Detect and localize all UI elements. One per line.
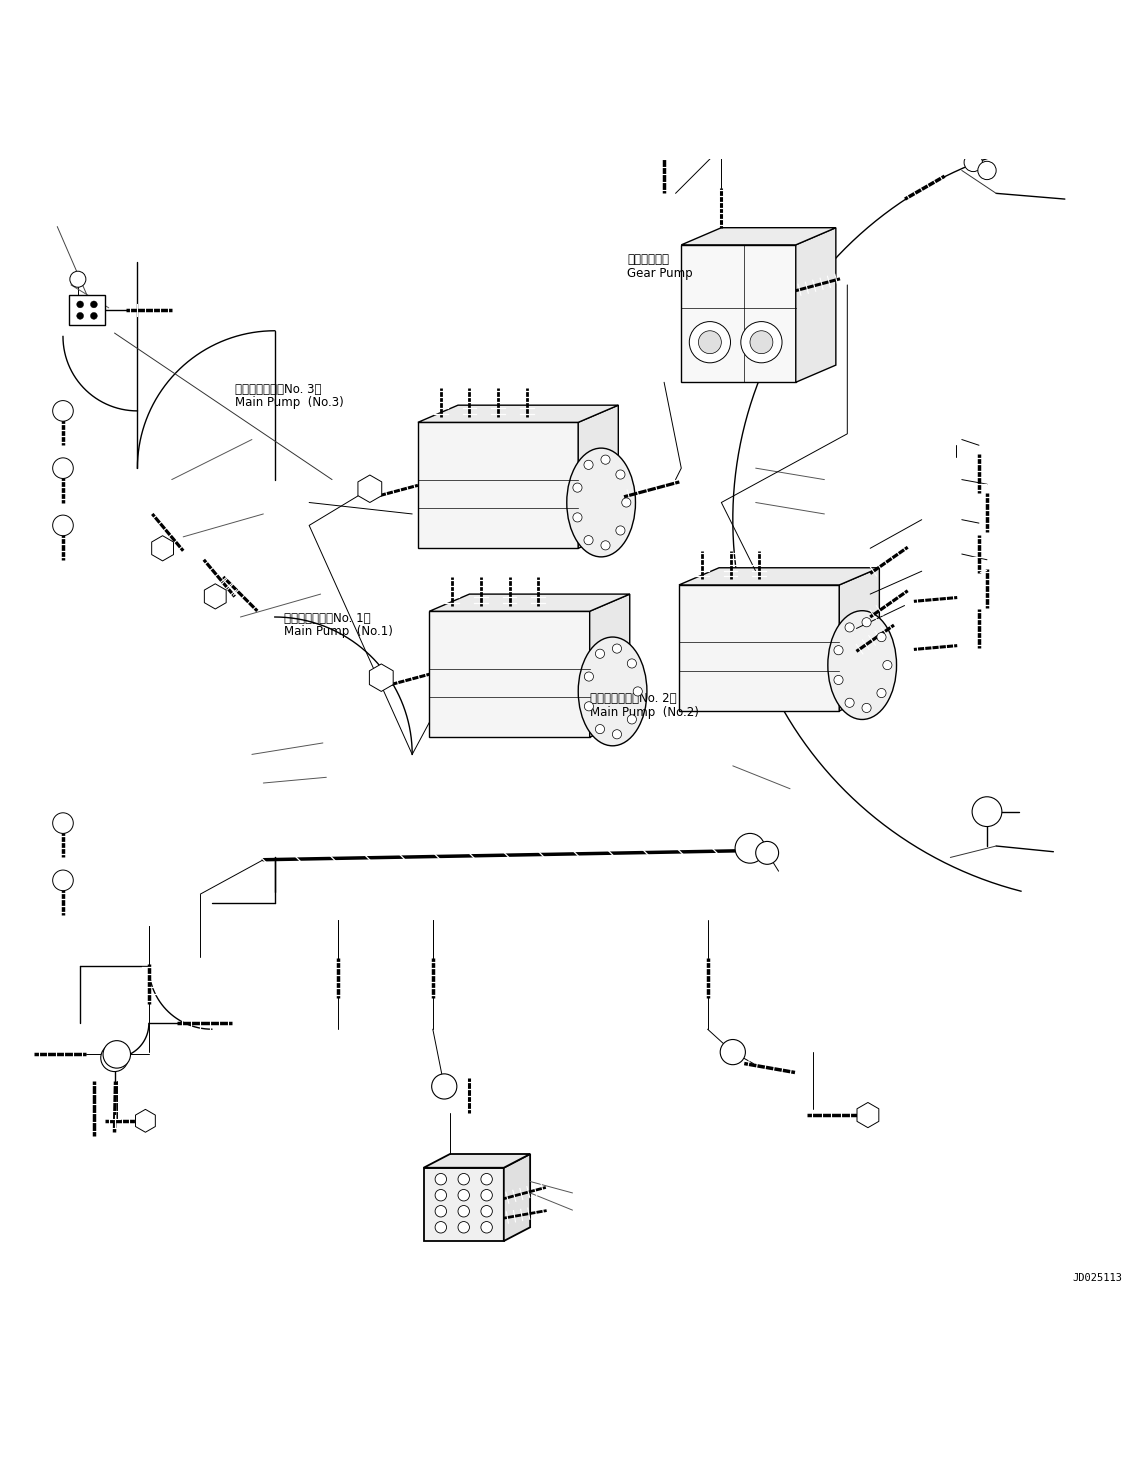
Text: ギヤーポンプ: ギヤーポンプ [627,253,670,266]
Circle shape [627,658,637,669]
Circle shape [862,704,871,712]
Polygon shape [424,1154,530,1167]
Polygon shape [679,585,839,711]
Circle shape [972,797,1002,827]
Bar [69,296,105,325]
Circle shape [595,650,605,658]
Polygon shape [681,228,836,244]
Circle shape [834,676,843,685]
Circle shape [90,313,97,319]
Circle shape [481,1222,492,1233]
Circle shape [77,301,84,307]
Circle shape [53,401,73,421]
Circle shape [862,617,871,626]
Circle shape [435,1222,447,1233]
Circle shape [741,322,782,363]
Circle shape [458,1222,469,1233]
Polygon shape [796,228,836,382]
Polygon shape [418,423,578,549]
Polygon shape [681,244,796,382]
Circle shape [572,514,582,522]
Polygon shape [664,133,687,158]
Circle shape [689,322,731,363]
Polygon shape [578,405,618,549]
Circle shape [877,689,886,698]
Text: メインポンプ（No. 1）: メインポンプ（No. 1） [284,612,371,625]
Circle shape [720,1040,745,1065]
Circle shape [458,1206,469,1217]
Circle shape [616,470,625,478]
Polygon shape [418,405,618,423]
Text: メインポンプ（No. 3）: メインポンプ（No. 3） [235,383,322,396]
Circle shape [978,161,996,180]
Circle shape [627,715,637,724]
Polygon shape [358,475,381,502]
Circle shape [435,1189,447,1201]
Circle shape [622,497,631,508]
Circle shape [877,632,886,642]
Circle shape [845,698,854,707]
Text: Main Pump  (No.2): Main Pump (No.2) [590,705,698,718]
Circle shape [834,645,843,655]
Circle shape [735,834,765,863]
Text: Main Pump  (No.1): Main Pump (No.1) [284,625,393,638]
Circle shape [77,313,84,319]
Text: JD025113: JD025113 [1072,1273,1122,1283]
Circle shape [584,461,593,470]
Text: Main Pump  (No.3): Main Pump (No.3) [235,396,344,410]
Circle shape [53,870,73,891]
Polygon shape [679,568,879,585]
Circle shape [756,841,779,865]
Polygon shape [839,568,879,711]
Circle shape [595,724,605,733]
Circle shape [53,515,73,535]
Polygon shape [424,1167,504,1241]
Circle shape [101,1045,128,1071]
Text: Gear Pump: Gear Pump [627,268,693,279]
Polygon shape [135,1109,156,1132]
Circle shape [601,541,610,550]
Circle shape [601,455,610,464]
Circle shape [616,525,625,535]
Circle shape [481,1189,492,1201]
Polygon shape [429,594,630,612]
Circle shape [584,702,593,711]
Circle shape [435,1173,447,1185]
Polygon shape [204,584,227,609]
Circle shape [70,271,86,287]
Circle shape [458,1189,469,1201]
Circle shape [458,1173,469,1185]
Polygon shape [590,594,630,737]
Circle shape [90,301,97,307]
Circle shape [613,730,622,739]
Polygon shape [151,535,174,560]
Circle shape [613,644,622,652]
Circle shape [435,1206,447,1217]
Circle shape [103,1040,131,1068]
Circle shape [572,483,582,492]
Circle shape [481,1206,492,1217]
Ellipse shape [578,636,647,746]
Text: メインポンプ（No. 2）: メインポンプ（No. 2） [590,692,677,705]
Polygon shape [429,612,590,737]
Circle shape [750,331,773,354]
Circle shape [481,1173,492,1185]
Polygon shape [504,1154,530,1241]
Polygon shape [856,1103,879,1128]
Circle shape [964,154,982,171]
Circle shape [883,660,892,670]
Circle shape [53,813,73,834]
Ellipse shape [567,448,635,557]
Circle shape [584,672,593,682]
Polygon shape [370,664,393,692]
Circle shape [845,623,854,632]
Circle shape [432,1074,457,1099]
Circle shape [584,535,593,544]
Ellipse shape [828,610,897,720]
Circle shape [53,458,73,478]
Circle shape [698,331,721,354]
Circle shape [633,686,642,696]
